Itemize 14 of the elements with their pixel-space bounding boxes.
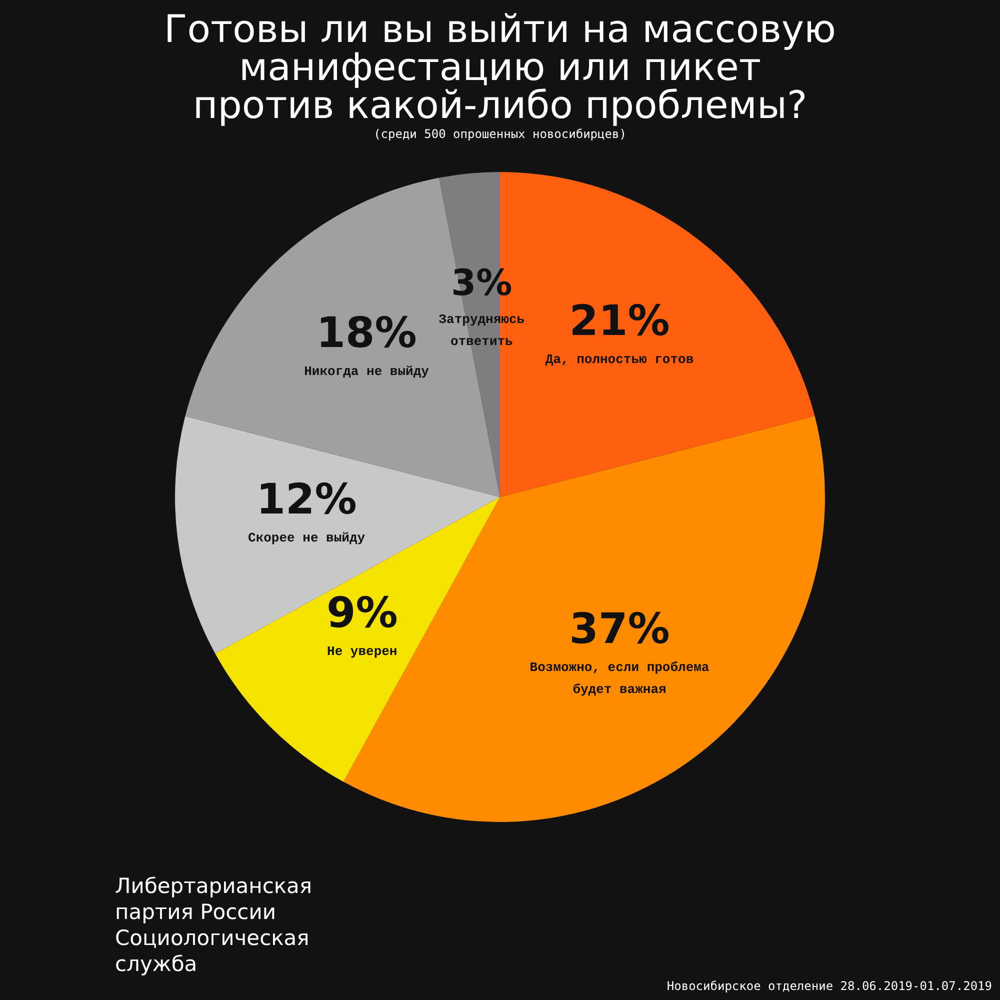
slice-label: Никогда не выйду	[304, 364, 430, 379]
data-label: 37%	[569, 604, 670, 654]
data-label: 9%	[326, 588, 398, 637]
slice-label: Не уверен	[327, 644, 398, 659]
data-label: 12%	[256, 474, 357, 524]
data-label: 18%	[316, 308, 417, 357]
slice-label: Возможно, если проблема будет важная	[530, 660, 710, 698]
slice-label: Да, полностью готов	[545, 352, 694, 367]
text: Новосибирское отделение 28.06.2019-01.07.2019	[666, 979, 992, 993]
text: Либертарианская партия России Социологическая служба	[115, 874, 312, 976]
slice-label: Скорее не выйду	[248, 530, 366, 546]
chart-subtitle: (среди 500 опрошенных новосибирцев)	[374, 127, 626, 141]
data-label: 21%	[569, 296, 670, 345]
chart-title: Готовы ли вы выйти на массовую манифестацию или пикет против какой-либо проблемы?	[164, 7, 836, 127]
